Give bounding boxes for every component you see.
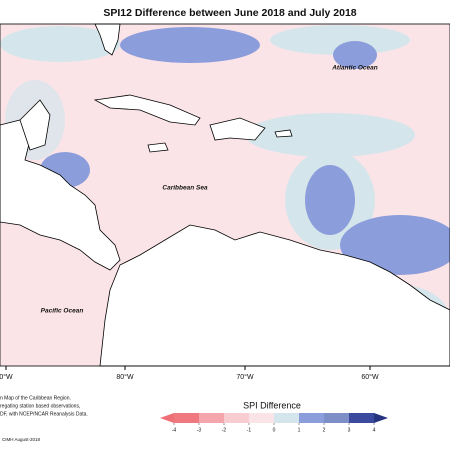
jamaica xyxy=(147,142,169,153)
anomaly-patch xyxy=(0,26,120,62)
anomaly-patch xyxy=(270,25,410,55)
lon-label: 80°W xyxy=(116,373,134,381)
south-america xyxy=(99,224,450,367)
legend-tick-label: -2 xyxy=(222,427,227,433)
colorbar: -4 -3 -2 -1 0 1 2 3 4 xyxy=(160,413,388,433)
color-swatch xyxy=(224,413,250,423)
color-swatch xyxy=(299,413,325,423)
ocean-label: Atlantic Ocean xyxy=(331,65,378,72)
anomaly-patch xyxy=(340,215,450,275)
color-swatch xyxy=(199,413,225,423)
sea-label: Caribbean Sea xyxy=(162,185,208,192)
legend-tick-label: -4 xyxy=(172,427,177,433)
map-area: Atlantic Ocean Caribbean Sea Pacific Oce… xyxy=(0,23,450,381)
note: regating station based observations, xyxy=(0,403,80,409)
anomaly-patch xyxy=(305,165,355,235)
anomaly-patch xyxy=(245,113,415,157)
cuba xyxy=(93,94,201,126)
yucatan xyxy=(19,99,51,151)
high-arrow xyxy=(374,413,388,423)
legend-tick-label: -3 xyxy=(197,427,202,433)
lon-label: 60°W xyxy=(361,373,379,381)
lon-label: 70°W xyxy=(236,373,254,381)
puerto-rico xyxy=(274,129,293,138)
lon-label: 0°W xyxy=(0,373,13,381)
legend-title: SPI Difference xyxy=(243,400,301,410)
anomaly-patch xyxy=(333,41,377,69)
legend-tick-label: 4 xyxy=(373,427,376,433)
color-swatch xyxy=(174,413,200,423)
legend-tick-label: 1 xyxy=(298,427,301,433)
title: SPI12 Difference between June 2018 and J… xyxy=(103,7,356,19)
ocean-label: Pacific Ocean xyxy=(41,308,84,315)
legend-tick-label: -1 xyxy=(247,427,252,433)
note: CIMH August-2018 xyxy=(2,437,41,442)
color-swatch xyxy=(274,413,300,423)
color-swatch xyxy=(249,413,275,423)
map-frame xyxy=(0,23,450,367)
legend-tick-label: 3 xyxy=(348,427,351,433)
legend-tick-label: 0 xyxy=(273,427,276,433)
color-swatch xyxy=(324,413,350,423)
note: n Map of the Caribbean Region. xyxy=(0,395,71,401)
note: DF, with NCEP/NCAR Reanalysis Data. xyxy=(0,411,88,417)
hispaniola xyxy=(209,117,266,141)
legend-tick-label: 2 xyxy=(323,427,326,433)
anomaly-patch xyxy=(120,27,260,63)
central-america xyxy=(0,119,121,271)
color-swatch xyxy=(349,413,375,423)
low-arrow xyxy=(160,413,174,423)
